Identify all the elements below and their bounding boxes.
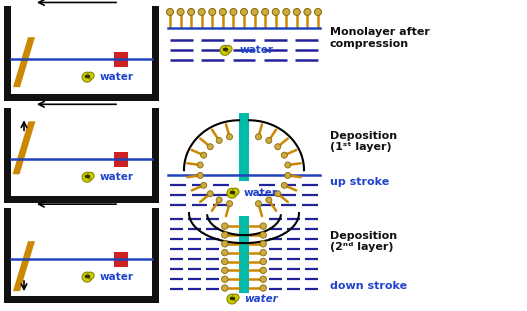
Polygon shape: [13, 241, 35, 291]
Circle shape: [281, 152, 287, 158]
Circle shape: [221, 241, 228, 247]
Circle shape: [260, 276, 267, 282]
Circle shape: [207, 144, 213, 150]
Circle shape: [201, 182, 207, 188]
Bar: [11, 208, 152, 296]
Circle shape: [283, 8, 290, 16]
Circle shape: [221, 258, 228, 265]
Bar: [114, 252, 128, 267]
Bar: [4, 108, 159, 203]
Circle shape: [225, 45, 232, 52]
Bar: [114, 52, 128, 67]
Circle shape: [266, 137, 272, 143]
Text: Deposition
(2ⁿᵈ layer): Deposition (2ⁿᵈ layer): [330, 230, 397, 252]
Circle shape: [232, 294, 239, 301]
Bar: [239, 216, 249, 293]
Circle shape: [261, 8, 269, 16]
Circle shape: [221, 223, 228, 229]
Text: up stroke: up stroke: [330, 177, 389, 187]
Circle shape: [207, 191, 213, 197]
Bar: [11, 108, 152, 196]
Text: Deposition
(1ˢᵗ layer): Deposition (1ˢᵗ layer): [330, 131, 397, 152]
Circle shape: [260, 267, 267, 274]
Text: water: water: [100, 272, 134, 282]
Circle shape: [87, 72, 94, 79]
Text: down stroke: down stroke: [330, 281, 407, 291]
Circle shape: [232, 188, 239, 195]
Circle shape: [82, 272, 92, 282]
Circle shape: [275, 191, 281, 197]
Circle shape: [209, 8, 216, 16]
Circle shape: [82, 72, 92, 82]
Circle shape: [266, 197, 272, 203]
Circle shape: [197, 162, 203, 168]
Text: Monolayer after
compression: Monolayer after compression: [330, 27, 430, 49]
Polygon shape: [13, 37, 35, 87]
Text: water: water: [244, 294, 278, 304]
Circle shape: [188, 8, 194, 16]
Circle shape: [221, 232, 228, 238]
Circle shape: [272, 8, 279, 16]
Bar: [239, 113, 249, 181]
Bar: [4, 7, 159, 101]
Circle shape: [285, 162, 291, 168]
Circle shape: [87, 272, 94, 279]
Circle shape: [220, 45, 230, 55]
Circle shape: [260, 241, 267, 247]
Circle shape: [221, 267, 228, 274]
Circle shape: [227, 188, 237, 198]
Circle shape: [167, 8, 173, 16]
Bar: [114, 152, 128, 167]
Circle shape: [256, 201, 261, 207]
Circle shape: [240, 8, 248, 16]
Circle shape: [198, 8, 205, 16]
Circle shape: [315, 8, 321, 16]
Circle shape: [227, 294, 237, 304]
Text: water: water: [100, 172, 134, 182]
Circle shape: [294, 8, 300, 16]
Text: water: water: [100, 72, 134, 82]
Text: water: water: [244, 188, 278, 198]
Circle shape: [82, 172, 92, 182]
Circle shape: [260, 258, 267, 265]
Circle shape: [285, 172, 291, 179]
Circle shape: [260, 223, 267, 229]
Bar: [4, 208, 159, 303]
Circle shape: [201, 152, 207, 158]
Circle shape: [260, 285, 267, 291]
Circle shape: [227, 134, 232, 140]
Text: water: water: [239, 45, 274, 55]
Bar: [11, 7, 152, 94]
Circle shape: [281, 182, 287, 188]
Circle shape: [177, 8, 184, 16]
Circle shape: [251, 8, 258, 16]
Circle shape: [221, 276, 228, 282]
Circle shape: [221, 249, 228, 256]
Circle shape: [216, 197, 222, 203]
Circle shape: [304, 8, 311, 16]
Circle shape: [216, 137, 222, 143]
Circle shape: [219, 8, 227, 16]
Circle shape: [197, 172, 203, 179]
Circle shape: [256, 134, 261, 140]
Polygon shape: [13, 121, 35, 174]
Circle shape: [227, 201, 232, 207]
Circle shape: [260, 249, 267, 256]
Circle shape: [275, 144, 281, 150]
Circle shape: [221, 285, 228, 291]
Circle shape: [230, 8, 237, 16]
Circle shape: [87, 172, 94, 179]
Circle shape: [260, 232, 267, 238]
